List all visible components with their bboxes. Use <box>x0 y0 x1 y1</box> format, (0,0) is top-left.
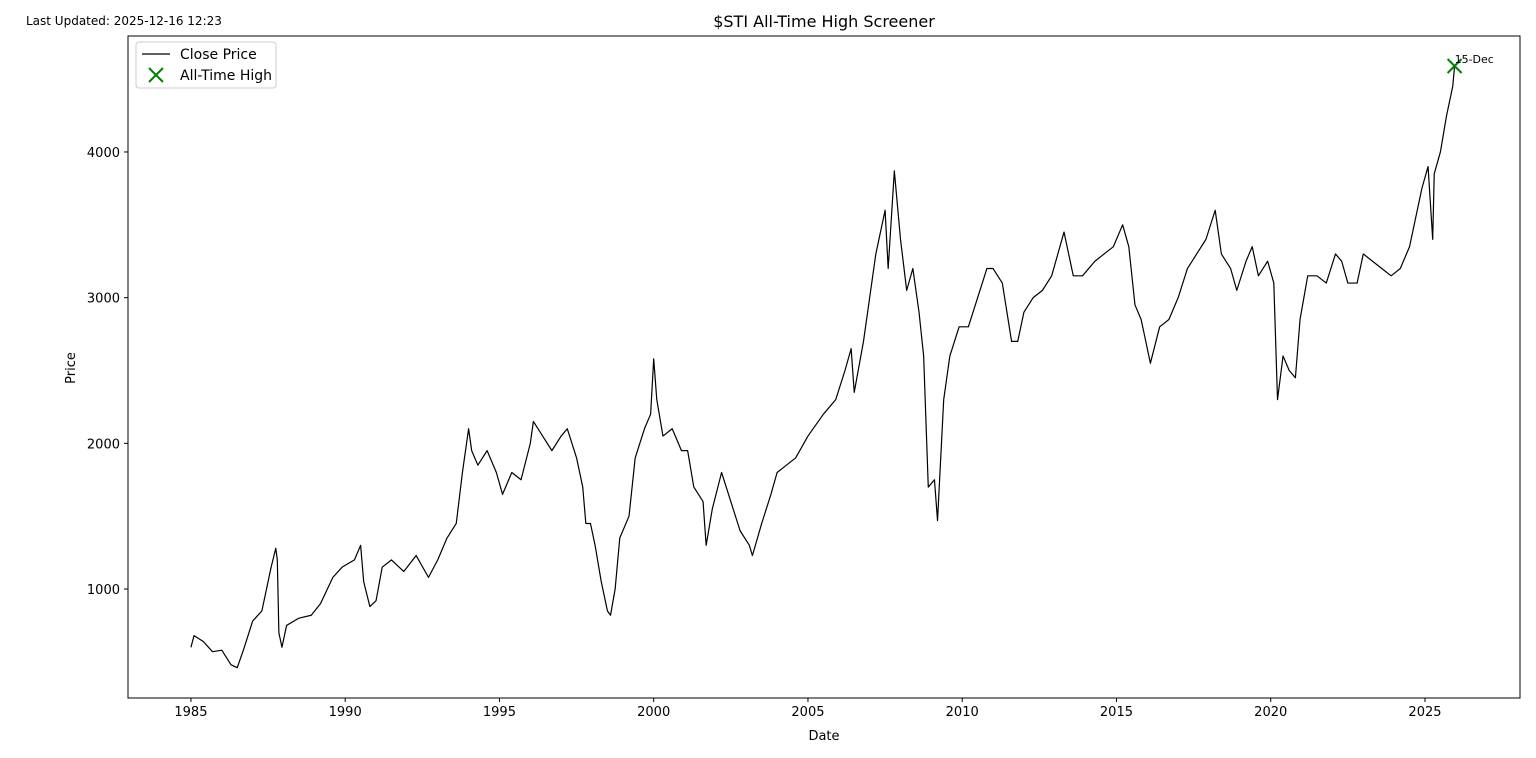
x-tick-label: 1990 <box>329 705 362 720</box>
x-axis-label: Date <box>808 729 839 744</box>
x-tick-label: 2025 <box>1408 705 1441 720</box>
legend-marker <box>148 67 164 83</box>
y-axis-label: Price <box>64 352 79 384</box>
chart-title: $STI All-Time High Screener <box>713 12 935 31</box>
x-tick-label: 2010 <box>946 705 979 720</box>
x-tick-label: 1985 <box>174 705 207 720</box>
legend-box <box>135 41 277 89</box>
y-tick-label: 3000 <box>87 292 120 307</box>
last-updated-note: Last Updated: 2025-12-16 12:23 <box>26 14 222 28</box>
legend-label: Close Price <box>180 47 257 63</box>
legend-label: All-Time High <box>180 68 272 84</box>
x-tick-label: 2015 <box>1100 705 1133 720</box>
y-tick-label: 1000 <box>87 583 120 598</box>
x-tick-label: 2020 <box>1254 705 1287 720</box>
x-tick-label: 2000 <box>637 705 670 720</box>
ath-marker <box>1446 58 1463 74</box>
y-tick-label: 2000 <box>87 437 120 452</box>
x-tick-label: 1995 <box>483 705 516 720</box>
x-tick-label: 2005 <box>791 705 824 720</box>
annotation: 15-Dec <box>1455 53 1494 66</box>
plot-frame <box>127 35 1521 699</box>
y-tick-label: 4000 <box>87 146 120 161</box>
price-line <box>190 65 1456 669</box>
